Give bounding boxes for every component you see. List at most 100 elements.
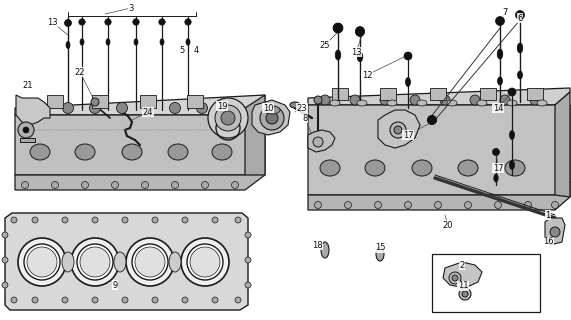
Circle shape <box>525 202 532 209</box>
Circle shape <box>202 181 208 188</box>
Circle shape <box>143 102 154 114</box>
Text: 18: 18 <box>312 241 322 250</box>
Circle shape <box>37 102 47 114</box>
Circle shape <box>404 202 412 209</box>
Ellipse shape <box>517 43 523 53</box>
Circle shape <box>152 217 158 223</box>
Circle shape <box>314 96 322 104</box>
Circle shape <box>410 95 420 105</box>
Polygon shape <box>92 95 108 108</box>
Circle shape <box>500 95 510 105</box>
Circle shape <box>428 116 436 124</box>
Circle shape <box>152 297 158 303</box>
Ellipse shape <box>320 160 340 176</box>
Ellipse shape <box>357 52 363 62</box>
Ellipse shape <box>417 100 427 106</box>
Circle shape <box>212 217 218 223</box>
Circle shape <box>2 232 8 238</box>
Text: 8: 8 <box>302 114 308 123</box>
Text: 19: 19 <box>217 101 227 110</box>
Ellipse shape <box>168 144 188 160</box>
Circle shape <box>208 98 248 138</box>
Text: 22: 22 <box>75 68 85 76</box>
Circle shape <box>266 112 278 124</box>
Polygon shape <box>308 182 570 210</box>
Circle shape <box>493 148 500 156</box>
Text: 10: 10 <box>263 103 274 113</box>
Circle shape <box>181 238 229 286</box>
Circle shape <box>223 102 234 114</box>
Polygon shape <box>245 95 265 175</box>
Polygon shape <box>308 105 570 195</box>
Polygon shape <box>15 95 265 115</box>
Circle shape <box>65 20 71 27</box>
Polygon shape <box>15 160 265 190</box>
Circle shape <box>190 247 220 277</box>
Circle shape <box>315 202 321 209</box>
Text: 12: 12 <box>362 70 372 79</box>
Ellipse shape <box>357 100 367 106</box>
Circle shape <box>212 297 218 303</box>
Circle shape <box>23 127 29 133</box>
Circle shape <box>462 291 468 297</box>
Ellipse shape <box>376 247 384 261</box>
Circle shape <box>245 282 251 288</box>
Polygon shape <box>15 115 265 175</box>
Polygon shape <box>545 218 565 245</box>
Circle shape <box>90 102 100 114</box>
Circle shape <box>2 257 8 263</box>
Circle shape <box>516 11 525 20</box>
Ellipse shape <box>447 100 457 106</box>
Ellipse shape <box>160 39 164 45</box>
Polygon shape <box>252 100 290 135</box>
Polygon shape <box>480 88 496 100</box>
Ellipse shape <box>477 100 487 106</box>
Circle shape <box>92 217 98 223</box>
Polygon shape <box>140 95 156 108</box>
Ellipse shape <box>75 144 95 160</box>
Ellipse shape <box>80 39 84 45</box>
Ellipse shape <box>134 39 138 45</box>
Circle shape <box>344 202 352 209</box>
Ellipse shape <box>330 100 340 106</box>
Circle shape <box>142 181 148 188</box>
Circle shape <box>494 202 501 209</box>
Circle shape <box>245 257 251 263</box>
Circle shape <box>122 297 128 303</box>
Circle shape <box>182 217 188 223</box>
Text: 9: 9 <box>112 281 118 290</box>
Polygon shape <box>308 88 570 105</box>
Ellipse shape <box>335 50 341 60</box>
Circle shape <box>77 244 113 280</box>
Polygon shape <box>20 138 35 142</box>
Circle shape <box>27 247 57 277</box>
Text: 3: 3 <box>128 4 134 12</box>
Circle shape <box>196 102 207 114</box>
Text: 25: 25 <box>320 41 330 50</box>
Ellipse shape <box>365 160 385 176</box>
Circle shape <box>350 95 360 105</box>
Circle shape <box>2 282 8 288</box>
Circle shape <box>22 181 29 188</box>
Text: 16: 16 <box>542 237 553 246</box>
Text: 5: 5 <box>179 45 184 54</box>
Text: 1: 1 <box>545 211 550 220</box>
Polygon shape <box>430 88 446 100</box>
Circle shape <box>24 244 60 280</box>
Ellipse shape <box>321 242 329 258</box>
Text: 13: 13 <box>47 18 57 27</box>
Circle shape <box>464 202 472 209</box>
Ellipse shape <box>66 42 70 49</box>
Ellipse shape <box>537 100 547 106</box>
Ellipse shape <box>290 102 300 108</box>
Text: 13: 13 <box>351 47 361 57</box>
Ellipse shape <box>494 174 498 182</box>
Polygon shape <box>527 88 543 100</box>
Text: 14: 14 <box>493 103 503 113</box>
Circle shape <box>221 111 235 125</box>
Circle shape <box>132 244 168 280</box>
Circle shape <box>62 217 68 223</box>
Polygon shape <box>187 95 203 108</box>
Circle shape <box>159 19 165 25</box>
Circle shape <box>231 181 239 188</box>
